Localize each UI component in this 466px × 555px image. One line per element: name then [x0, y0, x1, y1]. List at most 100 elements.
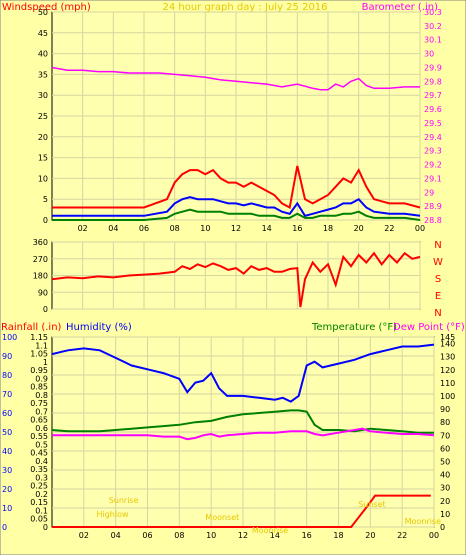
windspeed-axis-label: Windspeed (mph) — [2, 2, 91, 13]
temperature-tick-label: 100 — [440, 392, 455, 401]
temperature-tick-label: 50 — [440, 457, 450, 466]
rainfall-tick-label: 0.9 — [35, 374, 48, 383]
direction-degree-ticks: 0 90 180 270 360 — [33, 238, 48, 314]
rainfall-tick-label: 1.15 — [30, 333, 48, 342]
temperature-axis-label: Temperature (°F) — [311, 322, 397, 333]
windspeed-tick-label: 25 — [38, 112, 48, 121]
dewpoint-line — [52, 427, 435, 441]
windspeed-tick-label: 40 — [38, 50, 48, 59]
barometer-ticks: 28.8 28.9 29 29.1 29.2 29.3 29.4 29.5 29.6 29.7 29… — [424, 8, 442, 225]
compass-tick-label: N — [434, 308, 441, 319]
graph-title: 24 hour graph day : July 25 2016 — [162, 2, 327, 13]
rainfall-tick-label: 0.7 — [35, 407, 48, 416]
barometer-tick-label: 29.7 — [424, 91, 442, 100]
rainfall-tick-label: 1.1 — [35, 341, 48, 350]
barometer-axis-label: Barometer (.in) — [362, 2, 438, 13]
wind-direction-line — [51, 251, 421, 308]
rainfall-tick-label: 0.3 — [35, 473, 48, 482]
humidity-axis-label: Humidity (%) — [66, 322, 132, 333]
temperature-tick-label: 140 — [440, 340, 455, 349]
windspeed-tick-label: 30 — [38, 91, 48, 100]
rainfall-tick-label: 0.8 — [35, 391, 48, 400]
windspeed-tick-label: 10 — [38, 174, 48, 183]
humidity-tick-label: 0 — [2, 523, 7, 532]
barometer-tick-label: 29.6 — [424, 105, 442, 114]
wind-average-line — [52, 208, 421, 221]
windspeed-tick-label: 5 — [43, 195, 48, 204]
rainfall-tick-label: 0.6 — [35, 424, 48, 433]
rainfall-tick-label: 0.1 — [35, 506, 48, 515]
temp-time-ticks: 02 04 06 08 10 12 14 16 18 20 22 00 — [79, 531, 439, 540]
rainfall-tick-label: 1.05 — [30, 350, 48, 359]
temperature-tick-label: 30 — [440, 484, 450, 493]
barometer-tick-label: 29.9 — [424, 63, 442, 72]
barometer-tick-label: 29.2 — [424, 161, 442, 170]
barometer-tick-label: 29 — [424, 188, 434, 197]
sun-moon-label: Moonrise — [252, 526, 288, 535]
barometer-line — [51, 66, 420, 91]
humidity-tick-label: 70 — [2, 390, 12, 399]
humidity-tick-label: 60 — [2, 409, 12, 418]
rainfall-tick-label: 0.05 — [30, 515, 48, 524]
temperature-tick-label: 120 — [440, 366, 455, 375]
direction-series — [51, 251, 421, 308]
rainfall-tick-label: 0.85 — [30, 383, 48, 392]
barometer-tick-label: 30 — [424, 50, 434, 59]
rainfall-line — [52, 494, 431, 528]
degree-tick-label: 360 — [33, 238, 48, 247]
rainfall-tick-label: 0.55 — [30, 432, 48, 441]
humidity-tick-label: 20 — [2, 485, 12, 494]
x-tick-label: 06 — [139, 224, 149, 233]
barometer-tick-label: 30.1 — [424, 36, 442, 45]
direction-grid — [52, 241, 421, 310]
windspeed-tick-label: 50 — [38, 8, 48, 17]
compass-tick-label: E — [435, 291, 441, 302]
windspeed-ticks: 0 5 10 15 20 25 30 35 40 45 50 — [38, 8, 48, 225]
x-tick-label: 22 — [384, 224, 394, 233]
wind-series — [51, 66, 421, 221]
rainfall-tick-label: 0.75 — [30, 399, 48, 408]
degree-tick-label: 180 — [33, 272, 48, 281]
humidity-line — [51, 343, 435, 403]
rainfall-tick-label: 0.95 — [30, 366, 48, 375]
temp-series — [51, 343, 435, 528]
temperature-tick-label: 60 — [440, 444, 450, 453]
humidity-tick-label: 100 — [2, 333, 17, 342]
rainfall-tick-label: 0.15 — [30, 498, 48, 507]
windspeed-tick-label: 20 — [38, 133, 48, 142]
temperature-tick-label: 145 — [440, 333, 455, 342]
rainfall-tick-label: 0.35 — [30, 465, 48, 474]
x-tick-label: 14 — [270, 531, 280, 540]
humidity-tick-label: 80 — [2, 371, 12, 380]
windspeed-tick-label: 35 — [38, 70, 48, 79]
temperature-tick-label: 20 — [440, 497, 450, 506]
x-tick-label: 06 — [142, 531, 152, 540]
x-tick-label: 18 — [333, 531, 343, 540]
degree-tick-label: 270 — [33, 255, 48, 264]
temperature-tick-label: 40 — [440, 471, 450, 480]
rainfall-axis-label: Rainfall (.in) — [1, 322, 62, 333]
barometer-tick-label: 29.3 — [424, 147, 442, 156]
barometer-tick-label: 29.5 — [424, 119, 442, 128]
humidity-tick-label: 90 — [2, 352, 12, 361]
windspeed-tick-label: 15 — [38, 154, 48, 163]
x-tick-label: 20 — [365, 531, 375, 540]
rainfall-tick-label: 1 — [43, 358, 48, 367]
humidity-tick-label: 30 — [2, 466, 12, 475]
x-tick-label: 12 — [238, 531, 248, 540]
barometer-tick-label: 29.1 — [424, 174, 442, 183]
wind-grid — [52, 11, 421, 221]
wind-speed-line — [52, 196, 421, 217]
degree-tick-label: 90 — [38, 288, 48, 297]
temperature-tick-label: 110 — [440, 379, 455, 388]
x-tick-label: 02 — [79, 531, 89, 540]
rainfall-tick-label: 0.65 — [30, 416, 48, 425]
barometer-tick-label: 29.8 — [424, 77, 442, 86]
temperature-tick-label: 10 — [440, 510, 450, 519]
temperature-tick-label: 70 — [440, 431, 450, 440]
wind-gust-line — [52, 165, 421, 210]
degree-tick-label: 0 — [43, 305, 48, 314]
humidity-ticks: 0 10 20 30 40 50 60 70 80 90 100 — [2, 333, 17, 532]
